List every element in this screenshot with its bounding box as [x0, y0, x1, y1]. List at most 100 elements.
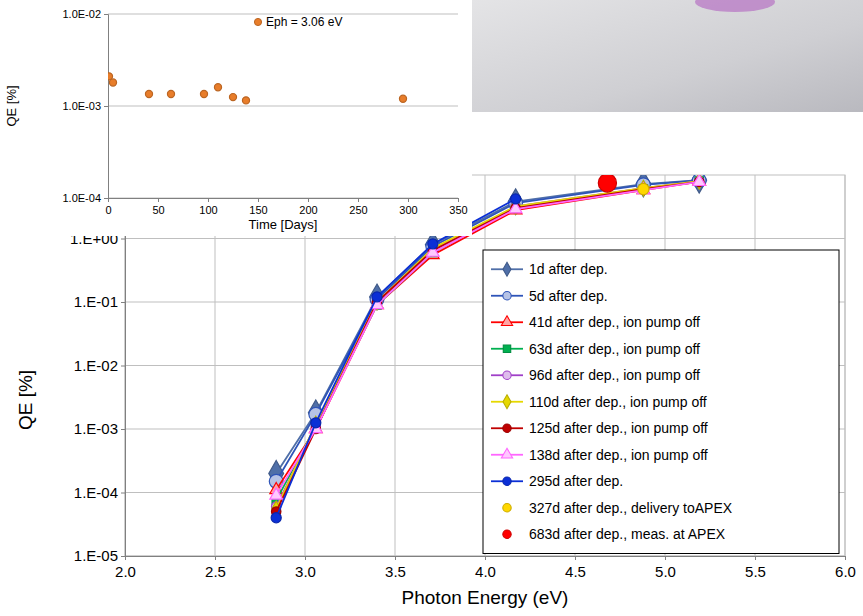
legend-label: 683d after dep., meas. at APEX	[529, 526, 726, 542]
legend-label: 295d after dep.	[529, 473, 623, 489]
legend-box	[483, 250, 839, 554]
x-axis-title: Photon Energy (eV)	[402, 587, 569, 608]
x-tick-label: 350	[449, 204, 467, 216]
legend-marker	[503, 292, 511, 300]
data-point	[229, 94, 236, 101]
data-point	[311, 418, 321, 428]
legend-marker	[503, 504, 511, 512]
x-tick-mark	[575, 556, 576, 560]
y-tick-label: 1.0E-04	[62, 192, 101, 204]
data-point	[638, 183, 649, 194]
y-tick-mark	[121, 302, 125, 303]
grid	[108, 14, 458, 198]
data-point	[636, 175, 651, 197]
data-point	[692, 175, 707, 193]
legend-label: 5d after dep.	[529, 288, 608, 304]
y-tick-label: 1.E-05	[74, 547, 118, 564]
x-tick-label: 300	[399, 204, 417, 216]
data-point	[692, 175, 706, 187]
series-line	[276, 199, 515, 518]
x-tick-label: 200	[299, 204, 317, 216]
x-tick-mark	[845, 556, 846, 560]
y-tick-mark	[104, 198, 108, 199]
data-point	[270, 488, 283, 499]
x-tick: 100	[199, 198, 217, 216]
x-tick-mark	[258, 198, 259, 202]
x-tick-mark	[395, 556, 396, 560]
x-tick-label: 100	[199, 204, 217, 216]
y-axis-title: QE [%]	[4, 85, 19, 126]
x-tick: 350	[449, 198, 467, 216]
y-axis-title: QE [%]	[15, 370, 36, 430]
legend-label: 63d after dep., ion pump off	[529, 341, 700, 357]
x-tick-label: 0	[105, 204, 111, 216]
y-tick-label: 1.0E-02	[62, 8, 101, 20]
legend-marker	[503, 424, 511, 432]
x-tick: 3.5	[385, 556, 406, 580]
x-tick-label: 3.0	[295, 563, 316, 580]
background-photo	[470, 0, 863, 112]
x-tick: 200	[299, 198, 317, 216]
x-tick-label: 50	[152, 204, 164, 216]
y-tick-label: 1.E-02	[74, 357, 118, 374]
legend-item: 63d after dep., ion pump off	[491, 341, 700, 357]
x-tick-label: 2.5	[205, 563, 226, 580]
chart-root: 2.02.53.03.54.04.55.05.56.01.E-051.E-041…	[0, 0, 863, 616]
data-point	[200, 90, 207, 97]
x-tick: 150	[249, 198, 267, 216]
x-tick-label: 4.0	[475, 563, 496, 580]
x-tick-label: 250	[349, 204, 367, 216]
legend-label: 96d after dep., ion pump off	[529, 367, 700, 383]
legend-item: 125d after dep., ion pump off	[491, 420, 708, 436]
y-tick-label: 1.E-04	[74, 484, 118, 501]
x-tick: 4.0	[475, 556, 496, 580]
data-point	[167, 90, 174, 97]
y-tick-label: 1.E-03	[74, 420, 118, 437]
legend: Eph = 3.06 eV	[254, 15, 342, 29]
x-axis-line	[126, 557, 846, 561]
legend-marker	[501, 448, 512, 458]
legend-item: 138d after dep., ion pump off	[491, 447, 708, 463]
x-tick: 3.0	[295, 556, 316, 580]
legend-marker	[503, 345, 510, 352]
data-point	[693, 175, 706, 186]
legend-label: 327d after dep., delivery toAPEX	[529, 500, 733, 516]
legend-item: 683d after dep., meas. at APEX	[503, 526, 726, 542]
x-tick-mark	[308, 198, 309, 202]
legend-label: 41d after dep., ion pump off	[529, 314, 700, 330]
x-tick: 250	[349, 198, 367, 216]
legend-item: 5d after dep.	[491, 288, 608, 304]
x-tick-mark	[485, 556, 486, 560]
data-point	[399, 95, 406, 102]
x-axis: 0 50 100 150 200 250 300 350	[105, 198, 467, 216]
plot-area	[108, 73, 407, 104]
legend-item: 1d after dep.	[491, 261, 608, 277]
y-tick: 1.E-05	[74, 547, 125, 564]
x-tick-mark	[358, 198, 359, 202]
x-tick: 50	[152, 198, 164, 216]
legend-item: 327d after dep., delivery toAPEX	[503, 500, 733, 516]
x-tick-label: 2.0	[115, 563, 136, 580]
x-tick-label: 5.5	[745, 563, 766, 580]
y-tick: 1.E-02	[74, 357, 125, 374]
legend-label: 138d after dep., ion pump off	[529, 447, 708, 463]
x-tick: 2.0	[115, 556, 136, 580]
y-tick: 1.E-03	[74, 420, 125, 437]
legend-item: 295d after dep.	[491, 473, 623, 489]
x-tick: 0	[105, 198, 111, 216]
y-tick-mark	[121, 239, 125, 240]
y-tick: 1.0E-03	[62, 100, 108, 112]
y-tick: 1.0E-04	[62, 192, 108, 204]
legend-marker	[503, 477, 511, 485]
y-tick-label: 1.0E-03	[62, 100, 101, 112]
x-tick: 4.5	[565, 556, 586, 580]
legend: 1d after dep. 5d after dep. 41d after dep.…	[483, 250, 839, 554]
x-tick-mark	[208, 198, 209, 202]
legend-label: 1d after dep.	[529, 261, 608, 277]
legend-marker	[254, 18, 261, 25]
data-point	[511, 194, 521, 204]
x-axis-title: Time [Days]	[249, 217, 318, 232]
x-tick: 2.5	[205, 556, 226, 580]
x-tick-label: 5.0	[655, 563, 676, 580]
data-point	[242, 97, 249, 104]
